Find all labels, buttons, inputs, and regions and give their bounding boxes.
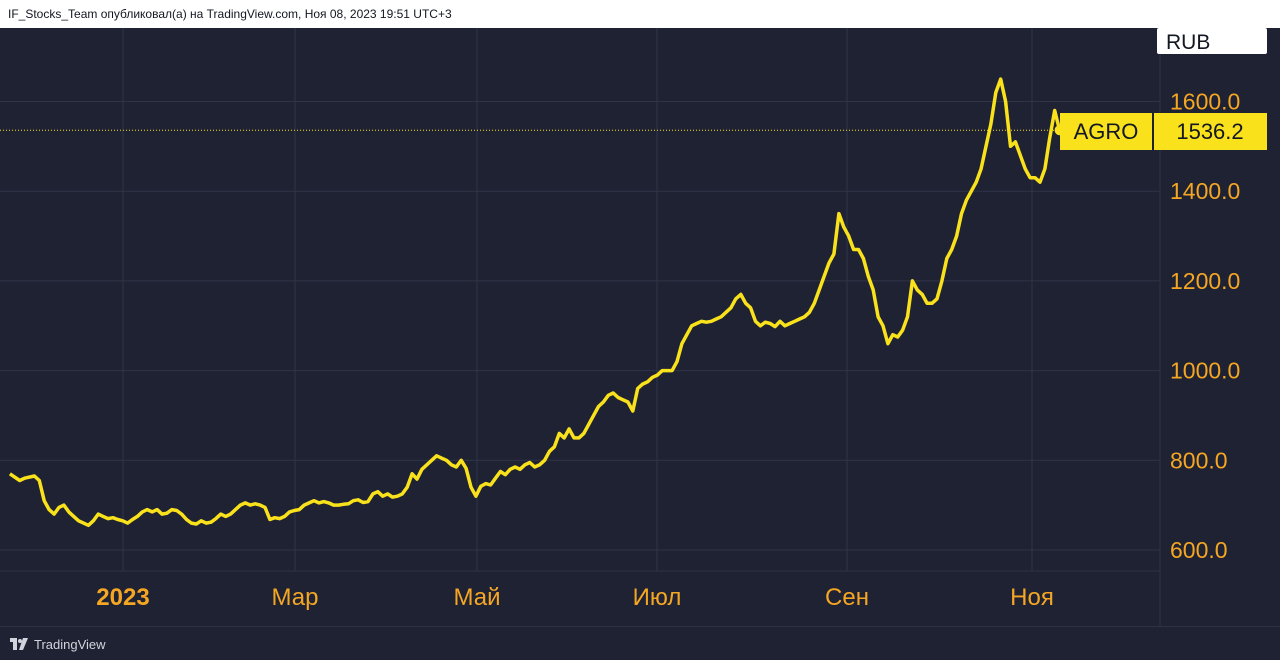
chart-grid (0, 28, 1161, 626)
publisher-caption: IF_Stocks_Team опубликовал(а) на Trading… (8, 7, 452, 21)
last-price-badge (1154, 113, 1267, 150)
price-chart[interactable]: 2023 Мар Май Июл Сен Ноя 600.0 800.0 1000.0 1200… (0, 28, 1280, 626)
symbol-badge[interactable] (1060, 113, 1152, 150)
y-tick-label: 1400.0 (1170, 178, 1240, 204)
x-tick-label: Сен (825, 584, 869, 611)
x-axis: 2023 Мар Май Июл Сен Ноя (96, 584, 1054, 611)
x-tick-label: Май (453, 584, 500, 611)
x-tick-label: Июл (633, 584, 682, 611)
x-tick-label: 2023 (96, 584, 149, 611)
currency-label: RUB (1166, 31, 1210, 54)
price-line (8, 77, 1062, 528)
y-tick-label: 1600.0 (1170, 89, 1240, 115)
currency-badge[interactable] (1157, 28, 1267, 54)
y-axis: 600.0 800.0 1000.0 1200.0 1400.0 1600.0 (1170, 89, 1240, 564)
y-tick-label: 1200.0 (1170, 268, 1240, 294)
tradingview-logo-icon (10, 638, 28, 650)
x-tick-label: Ноя (1010, 584, 1054, 611)
tradingview-brand: TradingView (34, 636, 106, 652)
y-tick-label: 1000.0 (1170, 358, 1240, 384)
publisher-caption-bar: IF_Stocks_Team опубликовал(а) на Trading… (0, 0, 1280, 28)
y-tick-label: 600.0 (1170, 537, 1228, 563)
tradingview-logo[interactable]: TradingView (10, 636, 106, 652)
last-price-label: 1536.2 (1176, 119, 1243, 144)
chart-area[interactable]: 2023 Мар Май Июл Сен Ноя 600.0 800.0 1000.0 1200… (0, 28, 1280, 626)
price-badges: RUB AGRO 1536.2 (1060, 28, 1267, 150)
footer-bar: TradingView (0, 626, 1280, 660)
y-tick-label: 800.0 (1170, 447, 1228, 473)
price-series (0, 77, 1065, 528)
symbol-label: AGRO (1074, 119, 1139, 144)
x-tick-label: Мар (272, 584, 319, 611)
